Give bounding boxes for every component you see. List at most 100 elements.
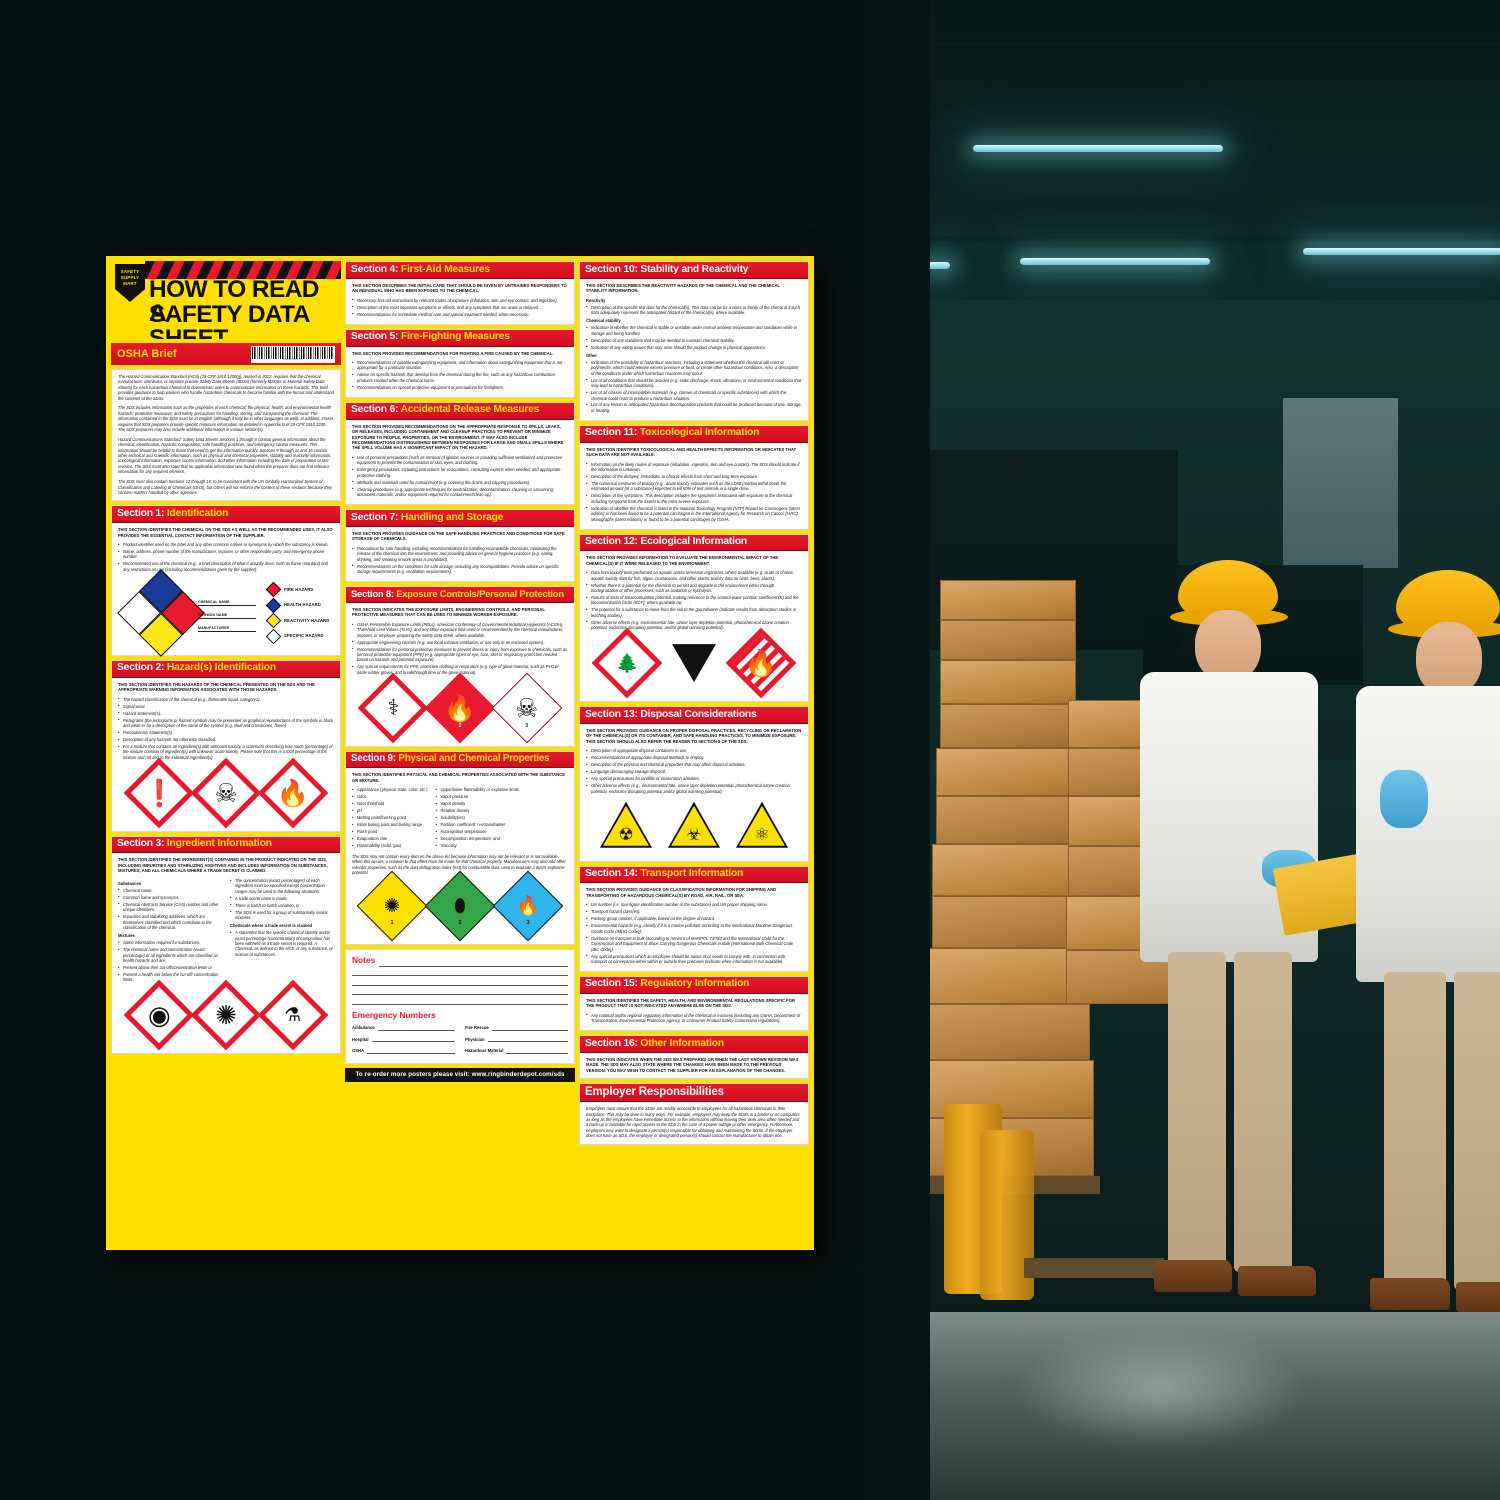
field-label: OSHA	[352, 1048, 365, 1054]
poster-column-2: Section 4: First-Aid Measures THIS SECTI…	[345, 261, 575, 1250]
section-number: Section 13:	[585, 708, 638, 720]
section-title: Hazard(s) Identification	[166, 662, 276, 674]
section-intro: THIS SECTION IDENTIFIES THE HAZARDS OF T…	[118, 681, 315, 693]
floor-light-pool	[1010, 1330, 1310, 1450]
list-item: Present above their cut-off/concentratio…	[118, 965, 222, 971]
section-number: Section 4:	[351, 263, 399, 275]
nfpa-diamond-block: CHEMICAL NAME COMMON NAME MANUFACTURER F…	[117, 568, 334, 657]
section-14-header: Section 14: Transport Information	[580, 866, 808, 884]
list-item: Indication of whether the chemical is st…	[586, 325, 802, 336]
section-number: Section 8:	[351, 588, 394, 600]
section-1-bullets: Product identifier used on the label and…	[118, 542, 334, 572]
section-title: Handling and Storage	[400, 511, 504, 523]
section-2-header: Section 2: Hazard(s) Identification	[112, 660, 340, 678]
poster-title-line1: HOW TO READ A	[149, 276, 319, 327]
field-input[interactable]	[491, 1024, 568, 1031]
flame-icon: 🔥 2	[424, 672, 496, 744]
section-number: Section 5:	[351, 331, 399, 343]
notes-line[interactable]	[352, 976, 568, 986]
section-number: Section 2:	[117, 662, 165, 674]
section-10-header: Section 10: Stability and Reactivity	[580, 262, 808, 279]
health-hazard-icon: ⚕	[357, 672, 429, 744]
list-item: pH	[352, 808, 428, 814]
section-number: Section 12:	[585, 536, 638, 547]
list-item: Language discouraging sewage disposal.	[586, 769, 802, 775]
list-item: Indication of any safety issues that may…	[586, 344, 802, 350]
oxidizer-icon: ◉	[123, 979, 195, 1051]
list-item: Description of the physical and chemical…	[586, 762, 802, 768]
list-item: Same information required for substances…	[118, 940, 222, 946]
list-item: Any special precautions for landfills or…	[586, 776, 802, 782]
group-heading: Reactivity	[586, 297, 606, 303]
flame-striped-icon: 🔥	[725, 627, 796, 699]
section-9-right-list: Upper/lower flammability or explosive li…	[436, 787, 519, 850]
worker-trousers	[1454, 972, 1500, 1290]
notes-line[interactable]	[352, 995, 568, 1005]
flame-icon: 🔥	[257, 757, 328, 828]
brand-logo: SAFETY SUPPLY MART	[115, 264, 145, 302]
notes-block[interactable]: Notes Emergency Numbers Ambulance Hospit…	[345, 949, 575, 1065]
ceiling-truss	[928, 236, 1500, 241]
list-item: Chemical Abstracts Service (CAS) number …	[118, 901, 222, 913]
corrosion-icon: ⚗	[257, 979, 328, 1051]
list-item: Auto-ignition temperature	[436, 829, 519, 835]
list-item: There is batch-to-batch variation, or	[230, 902, 334, 908]
fluorescent-tube-icon	[1020, 258, 1210, 265]
barcode-caption: A000R HCS XL	[283, 358, 303, 361]
section-9-left-list: Appearance (physical state, color, etc.)…	[352, 787, 428, 850]
list-item: Necessary first-aid instructions by rele…	[352, 297, 568, 303]
list-item: Emergency procedures, including instruct…	[352, 467, 568, 478]
section-16-header: Section 16: Other Information	[580, 1036, 808, 1053]
intro-paragraph: The Hazard Communication Standard (HCS) …	[118, 374, 334, 401]
field-input[interactable]	[371, 1035, 455, 1043]
list-item: Present a health risk below the cut-off/…	[118, 972, 222, 983]
list-item: Description of any hazards not otherwise…	[118, 737, 334, 743]
reorder-footer[interactable]: To re-order more posters please visit: w…	[345, 1068, 575, 1083]
pallet	[1024, 1258, 1164, 1278]
notes-line[interactable]	[352, 986, 568, 996]
section-3-pictograms: ◉ ✺ ⚗	[118, 979, 334, 1051]
section-14: Section 14: Transport Information THIS S…	[579, 865, 809, 972]
worker-trousers	[1384, 972, 1446, 1290]
list-item: Other adverse effects (e.g., environment…	[586, 783, 802, 794]
list-item: Results of tests of bioaccumulation pote…	[586, 595, 802, 606]
list-item: Decomposition temperature; and	[436, 836, 519, 842]
field-input[interactable]	[367, 1047, 455, 1054]
nfpa-label-lines: CHEMICAL NAME COMMON NAME MANUFACTURER	[198, 593, 256, 633]
field-input[interactable]	[377, 1024, 455, 1031]
legend-label: REACTIVITY HAZARD	[284, 617, 330, 623]
section-intro: THIS SECTION PROVIDES GUIDANCE ON PROPER…	[586, 727, 802, 744]
section-4: Section 4: First-Aid Measures THIS SECTI…	[345, 261, 575, 325]
section-15-header: Section 15: Regulatory Information	[580, 976, 808, 994]
far-door	[1283, 398, 1398, 568]
field-label: Hazardous Material	[465, 1048, 504, 1054]
list-item: Initial boiling point and boiling range	[352, 822, 428, 828]
list-item: Description of the most important sympto…	[352, 304, 568, 310]
health-hazard-swatch	[265, 597, 282, 613]
section-7-header: Section 7: Handling and Storage	[346, 510, 574, 527]
section-8: Section 8: Exposure Controls/Personal Pr…	[345, 585, 575, 747]
list-item: Vapor pressure	[436, 794, 519, 800]
environment-icon: 🌲	[591, 627, 663, 699]
notes-line[interactable]	[352, 967, 568, 977]
group-heading: Other	[586, 353, 597, 359]
list-item: Recommendations for personal protective …	[352, 646, 568, 663]
skull-crossbones-icon: ☠ 3	[491, 672, 562, 744]
poster-header: SAFETY SUPPLY MART HOW TO READ A SAFETY …	[111, 261, 341, 339]
section-number: Section 1:	[117, 507, 165, 519]
list-item: List of all classes of incompatible mate…	[586, 390, 802, 401]
osha-brief-label: OSHA Brief	[117, 347, 177, 360]
list-item: Melting point/freezing point	[352, 815, 428, 821]
group-heading: Chemicals where a trade secret is claime…	[230, 923, 313, 929]
field-input[interactable]	[506, 1047, 568, 1054]
field-input[interactable]	[487, 1035, 568, 1043]
list-item: Packing group number, if applicable, bas…	[586, 916, 802, 922]
section-title: Other Information	[640, 1037, 724, 1049]
section-intro: THIS SECTION IDENTIFIES PHYSICAL AND CHE…	[352, 772, 565, 783]
field-label: Hospital	[352, 1036, 369, 1042]
list-item: Any national and/or regional regulatory …	[586, 1012, 802, 1024]
field-label: Ambulance	[352, 1025, 375, 1031]
logo-line-1: SAFETY	[120, 269, 140, 274]
section-6: Section 6: Accidental Release Measures T…	[345, 401, 575, 506]
section-13-header: Section 13: Disposal Considerations	[580, 707, 808, 724]
